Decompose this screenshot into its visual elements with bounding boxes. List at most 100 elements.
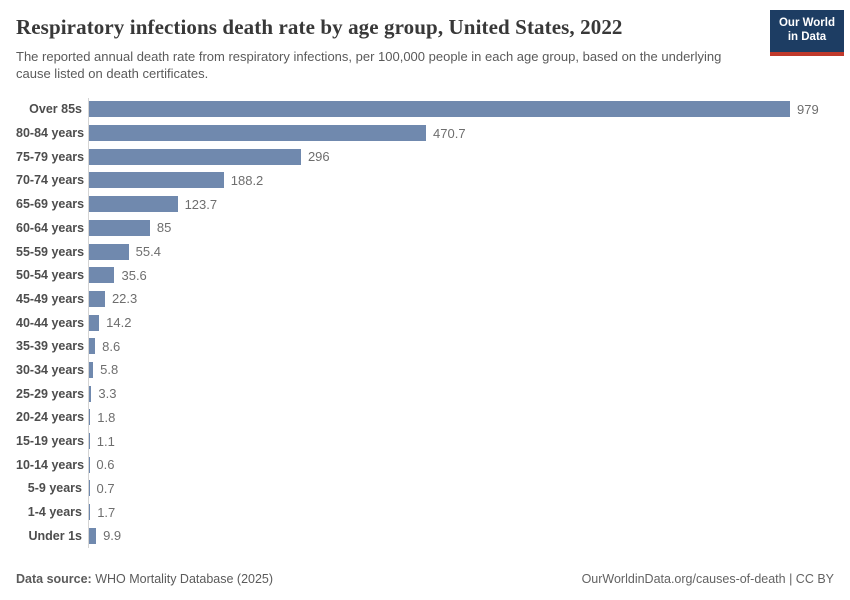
bar[interactable] xyxy=(89,385,92,402)
bar-track: 1.7 xyxy=(88,500,850,524)
owid-logo-line2: in Data xyxy=(787,31,827,43)
category-label: 30-34 years xyxy=(16,362,85,377)
bar-track: 85 xyxy=(88,216,850,240)
value-label: 3.3 xyxy=(98,386,117,402)
bar[interactable] xyxy=(89,101,790,118)
owid-logo[interactable]: Our World in Data xyxy=(770,10,844,56)
bar-track: 35.6 xyxy=(88,263,850,288)
category-label: 20-24 years xyxy=(16,410,85,425)
bar-track: 0.6 xyxy=(88,452,850,477)
chart-row: Under 1s 9.9 xyxy=(16,523,850,548)
category-label: 10-14 years xyxy=(16,457,85,472)
category-label: 35-39 years xyxy=(16,339,85,354)
value-label: 979 xyxy=(797,101,819,117)
bar-track: 55.4 xyxy=(88,239,850,264)
chart-row: 30-34 years 5.8 xyxy=(16,358,850,382)
chart-row: 80-84 years 470.7 xyxy=(16,121,850,145)
category-label: 60-64 years xyxy=(16,220,85,235)
chart-row: 65-69 years 123.7 xyxy=(16,192,850,216)
chart-row: 15-19 years 1.1 xyxy=(16,429,850,453)
value-label: 470.7 xyxy=(433,125,466,141)
category-label: 45-49 years xyxy=(16,291,85,306)
value-label: 9.9 xyxy=(103,528,122,544)
category-label: Over 85s xyxy=(29,102,82,117)
bar[interactable] xyxy=(89,527,97,544)
page-title: Respiratory infections death rate by age… xyxy=(16,15,623,39)
bar[interactable] xyxy=(89,409,91,426)
bar-track: 1.8 xyxy=(88,405,850,430)
bar-track: 1.1 xyxy=(88,429,850,453)
category-label: 5-9 years xyxy=(27,481,82,496)
value-label: 123.7 xyxy=(184,196,218,212)
bar[interactable] xyxy=(89,338,96,355)
chart-row: 35-39 years 8.6 xyxy=(16,334,850,359)
chart-row: 75-79 years 296 xyxy=(16,144,850,169)
category-label: 80-84 years xyxy=(16,126,85,141)
chart-row: 10-14 years 0.6 xyxy=(16,452,850,477)
value-label: 22.3 xyxy=(111,291,138,307)
category-label: 25-29 years xyxy=(16,386,85,401)
bar[interactable] xyxy=(89,504,91,521)
value-label: 5.8 xyxy=(100,362,119,378)
chart-header: Respiratory infections death rate by age… xyxy=(0,0,850,83)
bar-track: 0.7 xyxy=(88,476,850,501)
value-label: 85 xyxy=(156,220,172,236)
bar[interactable] xyxy=(89,219,150,236)
category-label: 70-74 years xyxy=(16,173,85,188)
chart-row: 1-4 years 1.7 xyxy=(16,500,850,524)
bar[interactable] xyxy=(89,361,94,378)
category-label: 40-44 years xyxy=(16,315,85,330)
value-label: 8.6 xyxy=(102,338,121,354)
bar[interactable] xyxy=(89,125,427,142)
bar-track: 470.7 xyxy=(88,121,850,145)
chart-row: 50-54 years 35.6 xyxy=(16,263,850,288)
category-label: 55-59 years xyxy=(16,244,85,259)
value-label: 0.7 xyxy=(96,480,115,496)
bar-track: 296 xyxy=(88,144,850,169)
category-label: 15-19 years xyxy=(16,434,85,449)
bar[interactable] xyxy=(89,267,115,284)
owid-logo-line1: Our World xyxy=(778,17,835,30)
bar-track: 8.6 xyxy=(88,334,850,359)
chart-row: 45-49 years 22.3 xyxy=(16,287,850,311)
value-label: 296 xyxy=(307,149,330,165)
value-label: 14.2 xyxy=(106,315,132,331)
category-label: Under 1s xyxy=(28,528,83,543)
chart-row: 55-59 years 55.4 xyxy=(16,239,850,264)
category-label: 65-69 years xyxy=(16,197,85,212)
footer-link[interactable]: OurWorldinData.org/causes-of-death | CC … xyxy=(581,572,834,586)
bar[interactable] xyxy=(89,433,90,450)
bar-track: 123.7 xyxy=(88,192,850,216)
bar[interactable] xyxy=(89,172,224,189)
bar-track: 22.3 xyxy=(88,287,850,311)
chart-row: 20-24 years 1.8 xyxy=(16,405,850,430)
bar-track: 5.8 xyxy=(88,358,850,382)
chart-row: 25-29 years 3.3 xyxy=(16,381,850,406)
bar[interactable] xyxy=(89,196,178,213)
value-label: 1.8 xyxy=(97,409,116,425)
bar-track: 188.2 xyxy=(88,168,850,193)
value-label: 1.7 xyxy=(97,504,116,520)
data-source: Data source: WHO Mortality Database (202… xyxy=(16,572,273,586)
data-source-text: WHO Mortality Database (2025) xyxy=(91,572,274,586)
value-label: 1.1 xyxy=(96,433,115,449)
bar-track: 3.3 xyxy=(88,381,850,406)
value-label: 188.2 xyxy=(230,172,264,188)
data-source-label: Data source: xyxy=(16,572,92,586)
bar[interactable] xyxy=(89,243,129,260)
bar[interactable] xyxy=(89,480,90,497)
chart-subtitle: The reported annual death rate from resp… xyxy=(16,49,722,82)
chart-row: 5-9 years 0.7 xyxy=(16,476,850,501)
bar[interactable] xyxy=(89,148,301,165)
chart-row: 40-44 years 14.2 xyxy=(16,310,850,335)
value-label: 35.6 xyxy=(121,267,147,283)
value-label: 55.4 xyxy=(135,244,161,260)
bar-track: 9.9 xyxy=(88,523,850,548)
category-label: 75-79 years xyxy=(16,149,85,164)
bar[interactable] xyxy=(89,290,105,307)
chart-row: 60-64 years 85 xyxy=(16,216,850,240)
value-label: 0.6 xyxy=(96,457,115,473)
bar-chart: Over 85s 979 80-84 years 470.7 75-79 years 29… xyxy=(0,97,850,548)
bar[interactable] xyxy=(89,314,100,331)
